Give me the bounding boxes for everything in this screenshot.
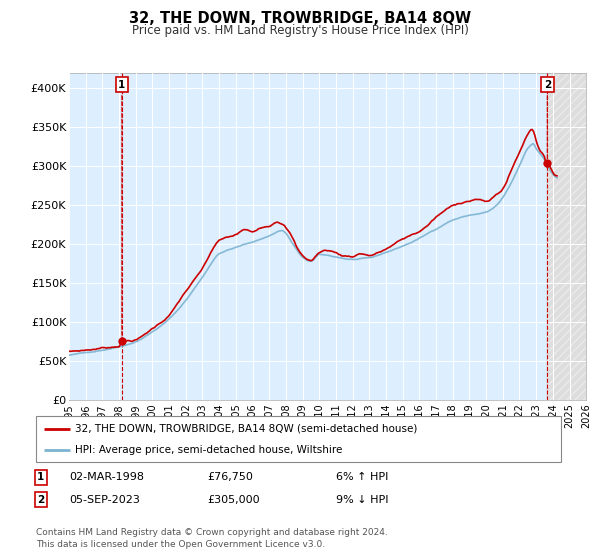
Text: 1: 1 <box>118 80 125 338</box>
Text: £76,750: £76,750 <box>207 472 253 482</box>
FancyBboxPatch shape <box>36 416 561 462</box>
Text: 1: 1 <box>37 472 44 482</box>
Text: 2: 2 <box>544 80 551 160</box>
Text: 6% ↑ HPI: 6% ↑ HPI <box>336 472 388 482</box>
Text: HPI: Average price, semi-detached house, Wiltshire: HPI: Average price, semi-detached house,… <box>76 445 343 455</box>
Text: Contains HM Land Registry data © Crown copyright and database right 2024.
This d: Contains HM Land Registry data © Crown c… <box>36 528 388 549</box>
Text: Price paid vs. HM Land Registry's House Price Index (HPI): Price paid vs. HM Land Registry's House … <box>131 24 469 36</box>
Text: 2: 2 <box>37 494 44 505</box>
Text: 02-MAR-1998: 02-MAR-1998 <box>69 472 144 482</box>
Bar <box>547 73 586 400</box>
Text: £305,000: £305,000 <box>207 494 260 505</box>
Text: 9% ↓ HPI: 9% ↓ HPI <box>336 494 389 505</box>
Bar <box>547 73 586 400</box>
Text: 05-SEP-2023: 05-SEP-2023 <box>69 494 140 505</box>
Text: 32, THE DOWN, TROWBRIDGE, BA14 8QW: 32, THE DOWN, TROWBRIDGE, BA14 8QW <box>129 11 471 26</box>
Text: 32, THE DOWN, TROWBRIDGE, BA14 8QW (semi-detached house): 32, THE DOWN, TROWBRIDGE, BA14 8QW (semi… <box>76 424 418 434</box>
